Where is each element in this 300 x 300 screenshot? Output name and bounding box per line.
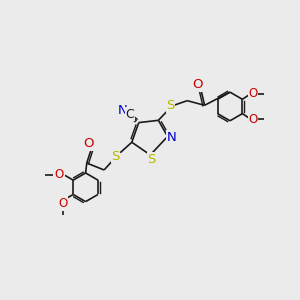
Text: O: O [192, 79, 203, 92]
Text: O: O [249, 113, 258, 126]
Text: S: S [147, 153, 156, 166]
Text: N: N [167, 131, 177, 144]
Text: O: O [58, 197, 68, 210]
Text: N: N [118, 104, 128, 117]
Text: S: S [111, 150, 120, 163]
Text: S: S [166, 100, 175, 112]
Text: O: O [249, 87, 258, 100]
Text: O: O [83, 137, 94, 150]
Text: C: C [125, 108, 134, 121]
Text: O: O [55, 168, 64, 181]
